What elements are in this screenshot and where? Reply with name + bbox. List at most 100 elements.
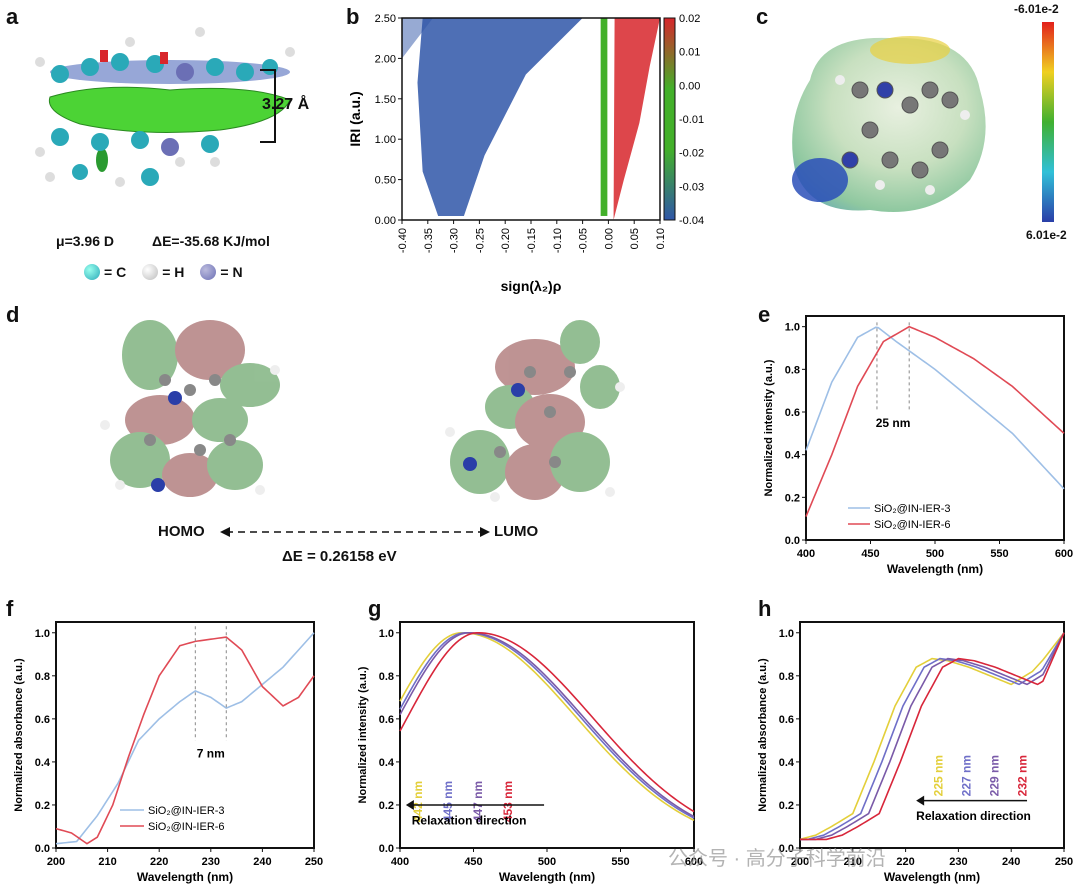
panel-label-e: e (758, 302, 771, 327)
y-tick-label: 0.4 (785, 450, 801, 462)
y-tick-label: 2.00 (375, 53, 396, 65)
relaxation-label: Relaxation direction (412, 813, 527, 827)
chart-e-emission: 400 450 500 550 600 0.0 0.2 0.4 0.6 0.8 1.0 Wavelen… (763, 315, 1073, 576)
y-tick-label: 1.0 (785, 322, 800, 334)
series-label: 447 nm (471, 781, 485, 822)
colorbar (663, 17, 676, 221)
series-label: 232 nm (1016, 755, 1030, 796)
y-tick-label: 1.0 (35, 628, 50, 640)
plot-frame (55, 621, 315, 849)
x-tick-label: 450 (861, 548, 879, 560)
legend-label: SiO₂@IN-IER-3 (874, 503, 951, 515)
series-line-4 (800, 632, 1065, 841)
x-tick-label: 400 (797, 548, 815, 560)
y-axis-label: Normalized intensity (a.u.) (763, 359, 775, 496)
series-label: 225 nm (932, 755, 946, 796)
scatter-band-green (600, 18, 608, 216)
x-tick-label: 200 (47, 856, 65, 868)
y-tick-label: 0.4 (779, 757, 795, 769)
scatter-cloud-blue (417, 18, 583, 216)
x-tick-label: 500 (538, 856, 556, 868)
x-axis-label: Wavelength (nm) (887, 562, 983, 576)
x-tick-label: 240 (253, 856, 271, 868)
colorbar-tick-label: 0.01 (679, 47, 700, 59)
x-tick-label: 400 (391, 856, 409, 868)
y-tick-label: 0.0 (779, 843, 794, 855)
y-tick-label: 0.2 (785, 492, 800, 504)
series-label: 445 nm (441, 781, 455, 822)
legend-label: SiO₂@IN-IER-6 (874, 519, 951, 531)
esp-surface-render (792, 36, 986, 212)
y-axis-label: IRI (a.u.) (347, 91, 363, 146)
peak-shift-label: 7 nm (197, 747, 225, 761)
relaxation-arrowhead (405, 799, 414, 810)
y-tick-label: 1.00 (375, 134, 396, 146)
series-line-4 (399, 631, 695, 813)
y-tick-label: 0.50 (375, 175, 396, 187)
x-tick-label: 550 (611, 856, 629, 868)
panel-label-f: f (6, 596, 14, 621)
x-tick-label: 550 (990, 548, 1008, 560)
esp-max-label: -6.01e-2 (1014, 2, 1059, 16)
orbital-gap: ΔE = 0.26158 eV (282, 548, 397, 565)
series-label: 229 nm (988, 755, 1002, 796)
x-tick-label: -0.35 (423, 228, 435, 253)
carbon-atom-icon (84, 264, 100, 280)
colorbar-tick-label: 0.00 (679, 80, 700, 92)
y-tick-label: 0.8 (779, 671, 794, 683)
y-tick-label: 0.2 (379, 800, 394, 812)
y-tick-label: 0.4 (35, 757, 51, 769)
x-tick-label: 500 (926, 548, 944, 560)
x-tick-label: 600 (1055, 548, 1073, 560)
x-tick-label: 250 (1055, 856, 1073, 868)
watermark: 公众号 · 高分子科学前沿 (668, 848, 886, 870)
series-label: 453 nm (501, 781, 515, 822)
series-label: 442 nm (411, 781, 425, 822)
scatter-cloud-red (613, 18, 660, 220)
panel-label-c: c (756, 4, 769, 29)
x-tick-label: -0.15 (526, 228, 538, 253)
x-tick-label: 0.05 (629, 228, 641, 249)
x-tick-label: 200 (791, 856, 809, 868)
dimer-top-layer (35, 27, 295, 84)
x-axis-label: sign(λ₂)ρ (501, 278, 562, 294)
hydrogen-atom-icon (142, 264, 159, 280)
colorbar-tick-label: -0.03 (679, 181, 704, 193)
y-tick-label: 0.6 (785, 407, 800, 419)
panel-label-h: h (758, 596, 772, 621)
series-line-2 (55, 636, 315, 845)
x-tick-label: 210 (844, 856, 862, 868)
x-tick-label: -0.30 (449, 228, 461, 253)
panel-label-b: b (346, 4, 360, 29)
y-tick-label: 1.0 (779, 628, 794, 640)
peak-shift-label: 25 nm (876, 416, 911, 430)
series-line-1 (399, 631, 695, 822)
y-tick-label: 0.2 (35, 800, 50, 812)
legend-label: SiO₂@IN-IER-3 (148, 805, 225, 817)
x-tick-label: 220 (150, 856, 168, 868)
y-tick-label: 0.0 (35, 843, 50, 855)
x-axis-label: Wavelength (nm) (884, 870, 980, 884)
homo-lumo-arrow (220, 527, 490, 537)
chart-g-relaxation-emission: 400 450 500 550 600 0.0 0.2 0.4 0.6 0.8 1.0 Wavelen… (357, 621, 703, 884)
y-tick-label: 2.50 (375, 13, 396, 25)
panel-label-a: a (6, 4, 19, 29)
atom-legend: = C = H = N (84, 264, 243, 280)
colorbar-tick-label: -0.02 (679, 148, 704, 160)
y-axis-label: Normalized intensity (a.u.) (357, 666, 369, 803)
x-tick-label: 210 (98, 856, 116, 868)
y-tick-label: 0.6 (379, 714, 394, 726)
x-tick-label: 0.10 (655, 228, 667, 249)
legend-nitrogen: = N (200, 264, 243, 280)
series-label: 227 nm (960, 755, 974, 796)
colorbar-tick-label: 0.02 (679, 13, 700, 25)
interlayer-distance: 3.27 Å (262, 96, 310, 113)
x-tick-label: -0.20 (500, 228, 512, 253)
isosurface (48, 86, 291, 133)
series-line-1 (55, 632, 315, 845)
x-tick-label: -0.05 (578, 228, 590, 253)
panel-label-g: g (368, 596, 382, 621)
y-axis-label: Normalized absorbance (a.u.) (757, 658, 769, 812)
x-tick-label: 240 (1002, 856, 1020, 868)
homo-orbital-render (100, 320, 280, 497)
